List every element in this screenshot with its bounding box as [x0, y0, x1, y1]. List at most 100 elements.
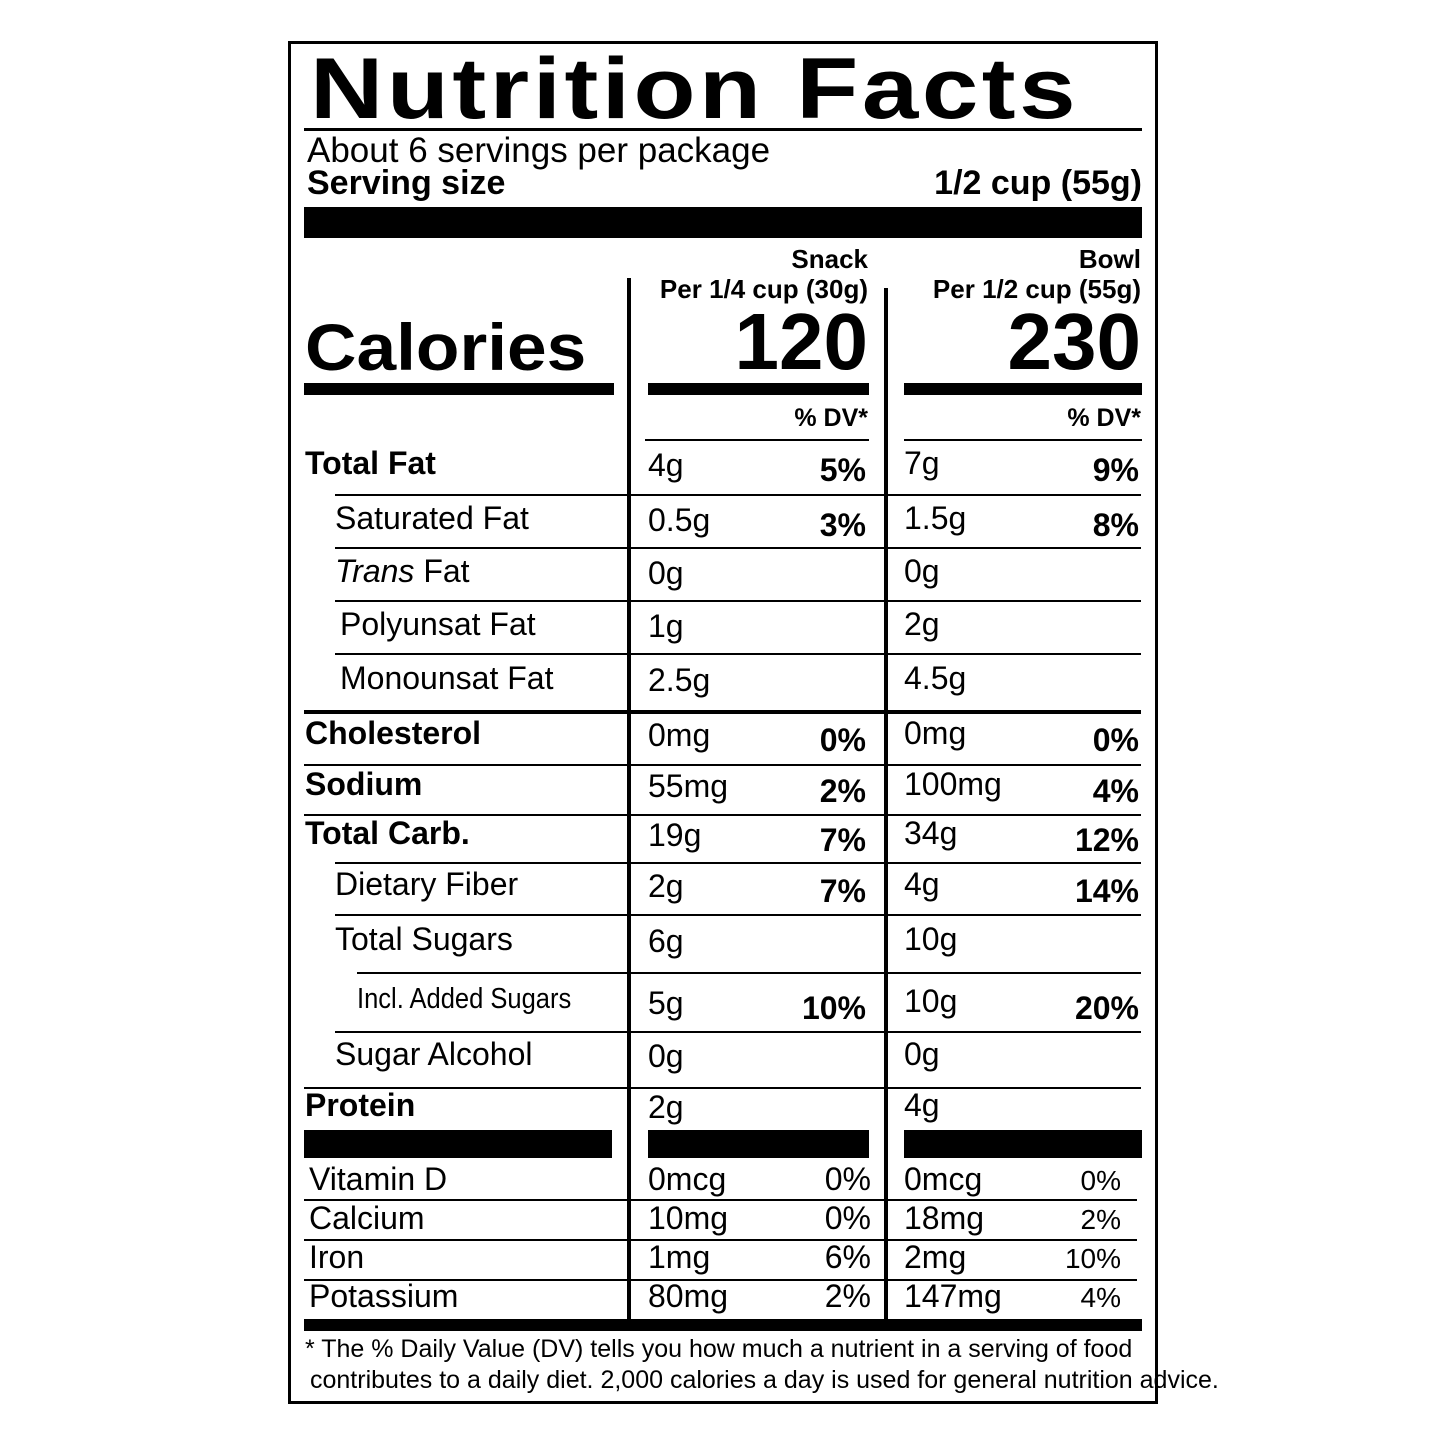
row-divider	[304, 814, 627, 816]
bowl-amount: 10g	[904, 983, 958, 1019]
row-divider	[304, 1279, 627, 1281]
row-divider	[888, 1199, 1137, 1201]
thick-divider	[904, 1130, 1142, 1158]
row-divider	[357, 972, 627, 974]
vitamin-name: Calcium	[309, 1200, 425, 1236]
nutrient-name: Dietary Fiber	[335, 866, 519, 902]
snack-amount: 2.5g	[648, 662, 711, 698]
row-divider	[335, 653, 627, 655]
bowl-dv: 8%	[1092, 507, 1139, 543]
label-title: Nutrition Facts	[310, 41, 1080, 137]
divider	[304, 128, 1142, 131]
snack-amount: 5g	[648, 985, 684, 1021]
nutrient-name: Incl. Added Sugars	[357, 983, 572, 1015]
bowl-column-name: Bowl	[1078, 244, 1141, 274]
bowl-dv: 0%	[1092, 722, 1139, 758]
bowl-dv-header: % DV*	[1067, 404, 1141, 432]
row-divider	[888, 1031, 1141, 1033]
snack-amount: 19g	[648, 817, 702, 853]
bowl-dv: 0%	[1080, 1165, 1121, 1196]
row-divider	[631, 764, 884, 766]
snack-amount: 6g	[648, 923, 684, 959]
calories-divider	[304, 383, 614, 395]
row-divider	[304, 1239, 627, 1241]
bowl-amount: 147mg	[904, 1278, 1002, 1314]
nutrient-name: Sugar Alcohol	[335, 1036, 533, 1072]
nutrient-name: Polyunsat Fat	[340, 606, 536, 642]
bowl-amount: 10g	[904, 921, 958, 957]
bowl-dv: 20%	[1074, 990, 1139, 1026]
row-divider	[888, 547, 1141, 549]
row-divider	[888, 862, 1141, 864]
snack-amount: 0g	[648, 555, 684, 591]
snack-dv: 0%	[824, 1161, 871, 1197]
nutrient-name: Trans Fat	[335, 553, 470, 589]
calories-divider	[648, 383, 869, 395]
snack-dv: 2%	[819, 773, 866, 809]
row-divider	[335, 914, 627, 916]
snack-amount: 1g	[648, 608, 684, 644]
row-divider	[631, 972, 884, 974]
row-divider	[888, 494, 1141, 496]
row-divider	[631, 653, 884, 655]
snack-amount: 55mg	[648, 768, 729, 804]
nutrient-name: Protein	[305, 1087, 416, 1123]
bowl-dv: 10%	[1064, 1243, 1121, 1274]
row-divider	[888, 1279, 1137, 1281]
snack-amount: 4g	[648, 447, 684, 483]
divider	[645, 439, 869, 441]
column-divider	[627, 278, 631, 1320]
nutrient-name: Total Sugars	[335, 921, 513, 957]
row-divider	[631, 1239, 884, 1241]
snack-dv: 7%	[819, 873, 866, 909]
snack-amount: 0g	[648, 1038, 684, 1074]
vitamin-name: Vitamin D	[309, 1161, 448, 1197]
snack-dv: 6%	[824, 1239, 871, 1275]
bowl-amount: 1.5g	[904, 500, 967, 536]
row-divider	[335, 600, 627, 602]
row-divider	[631, 710, 884, 714]
bowl-amount: 4.5g	[904, 660, 967, 696]
row-divider	[335, 862, 627, 864]
row-divider	[304, 764, 627, 766]
nutrient-name: Sodium	[305, 766, 423, 802]
row-divider	[888, 600, 1141, 602]
nutrient-name: Total Carb.	[305, 815, 470, 851]
bowl-calories: 230	[1007, 297, 1141, 386]
snack-dv: 2%	[824, 1278, 871, 1314]
bowl-amount: 100mg	[904, 766, 1002, 802]
nutrient-name: Monounsat Fat	[340, 660, 554, 696]
bowl-dv: 2%	[1080, 1204, 1121, 1235]
snack-serving: Per 1/4 cup (30g)	[659, 274, 868, 304]
row-divider	[888, 1239, 1137, 1241]
row-divider	[888, 1087, 1141, 1089]
row-divider	[304, 710, 627, 714]
row-divider	[888, 653, 1141, 655]
snack-amount: 0mcg	[648, 1161, 727, 1197]
footnote-line-2: contributes to a daily diet. 2,000 calor…	[310, 1366, 1219, 1394]
bowl-serving: Per 1/2 cup (55g)	[932, 274, 1141, 304]
row-divider	[888, 710, 1141, 714]
snack-dv: 3%	[819, 507, 866, 543]
nutrient-name: Cholesterol	[305, 715, 482, 751]
row-divider	[888, 814, 1141, 816]
snack-dv: 0%	[824, 1200, 871, 1236]
thick-divider	[648, 1130, 869, 1158]
snack-dv: 7%	[819, 822, 866, 858]
bowl-dv: 4%	[1080, 1282, 1121, 1313]
snack-dv: 5%	[819, 452, 866, 488]
divider	[904, 439, 1142, 441]
row-divider	[888, 764, 1141, 766]
bowl-amount: 4g	[904, 1087, 940, 1123]
row-divider	[335, 1031, 627, 1033]
servings-per-package: About 6 servings per package	[307, 131, 771, 170]
row-divider	[631, 600, 884, 602]
snack-amount: 2g	[648, 1089, 684, 1125]
snack-amount: 0.5g	[648, 502, 711, 538]
row-divider	[631, 1279, 884, 1281]
bowl-amount: 0g	[904, 1036, 940, 1072]
bowl-amount: 7g	[904, 445, 940, 481]
row-divider	[631, 914, 884, 916]
snack-amount: 0mg	[648, 717, 711, 753]
bowl-amount: 0g	[904, 553, 940, 589]
